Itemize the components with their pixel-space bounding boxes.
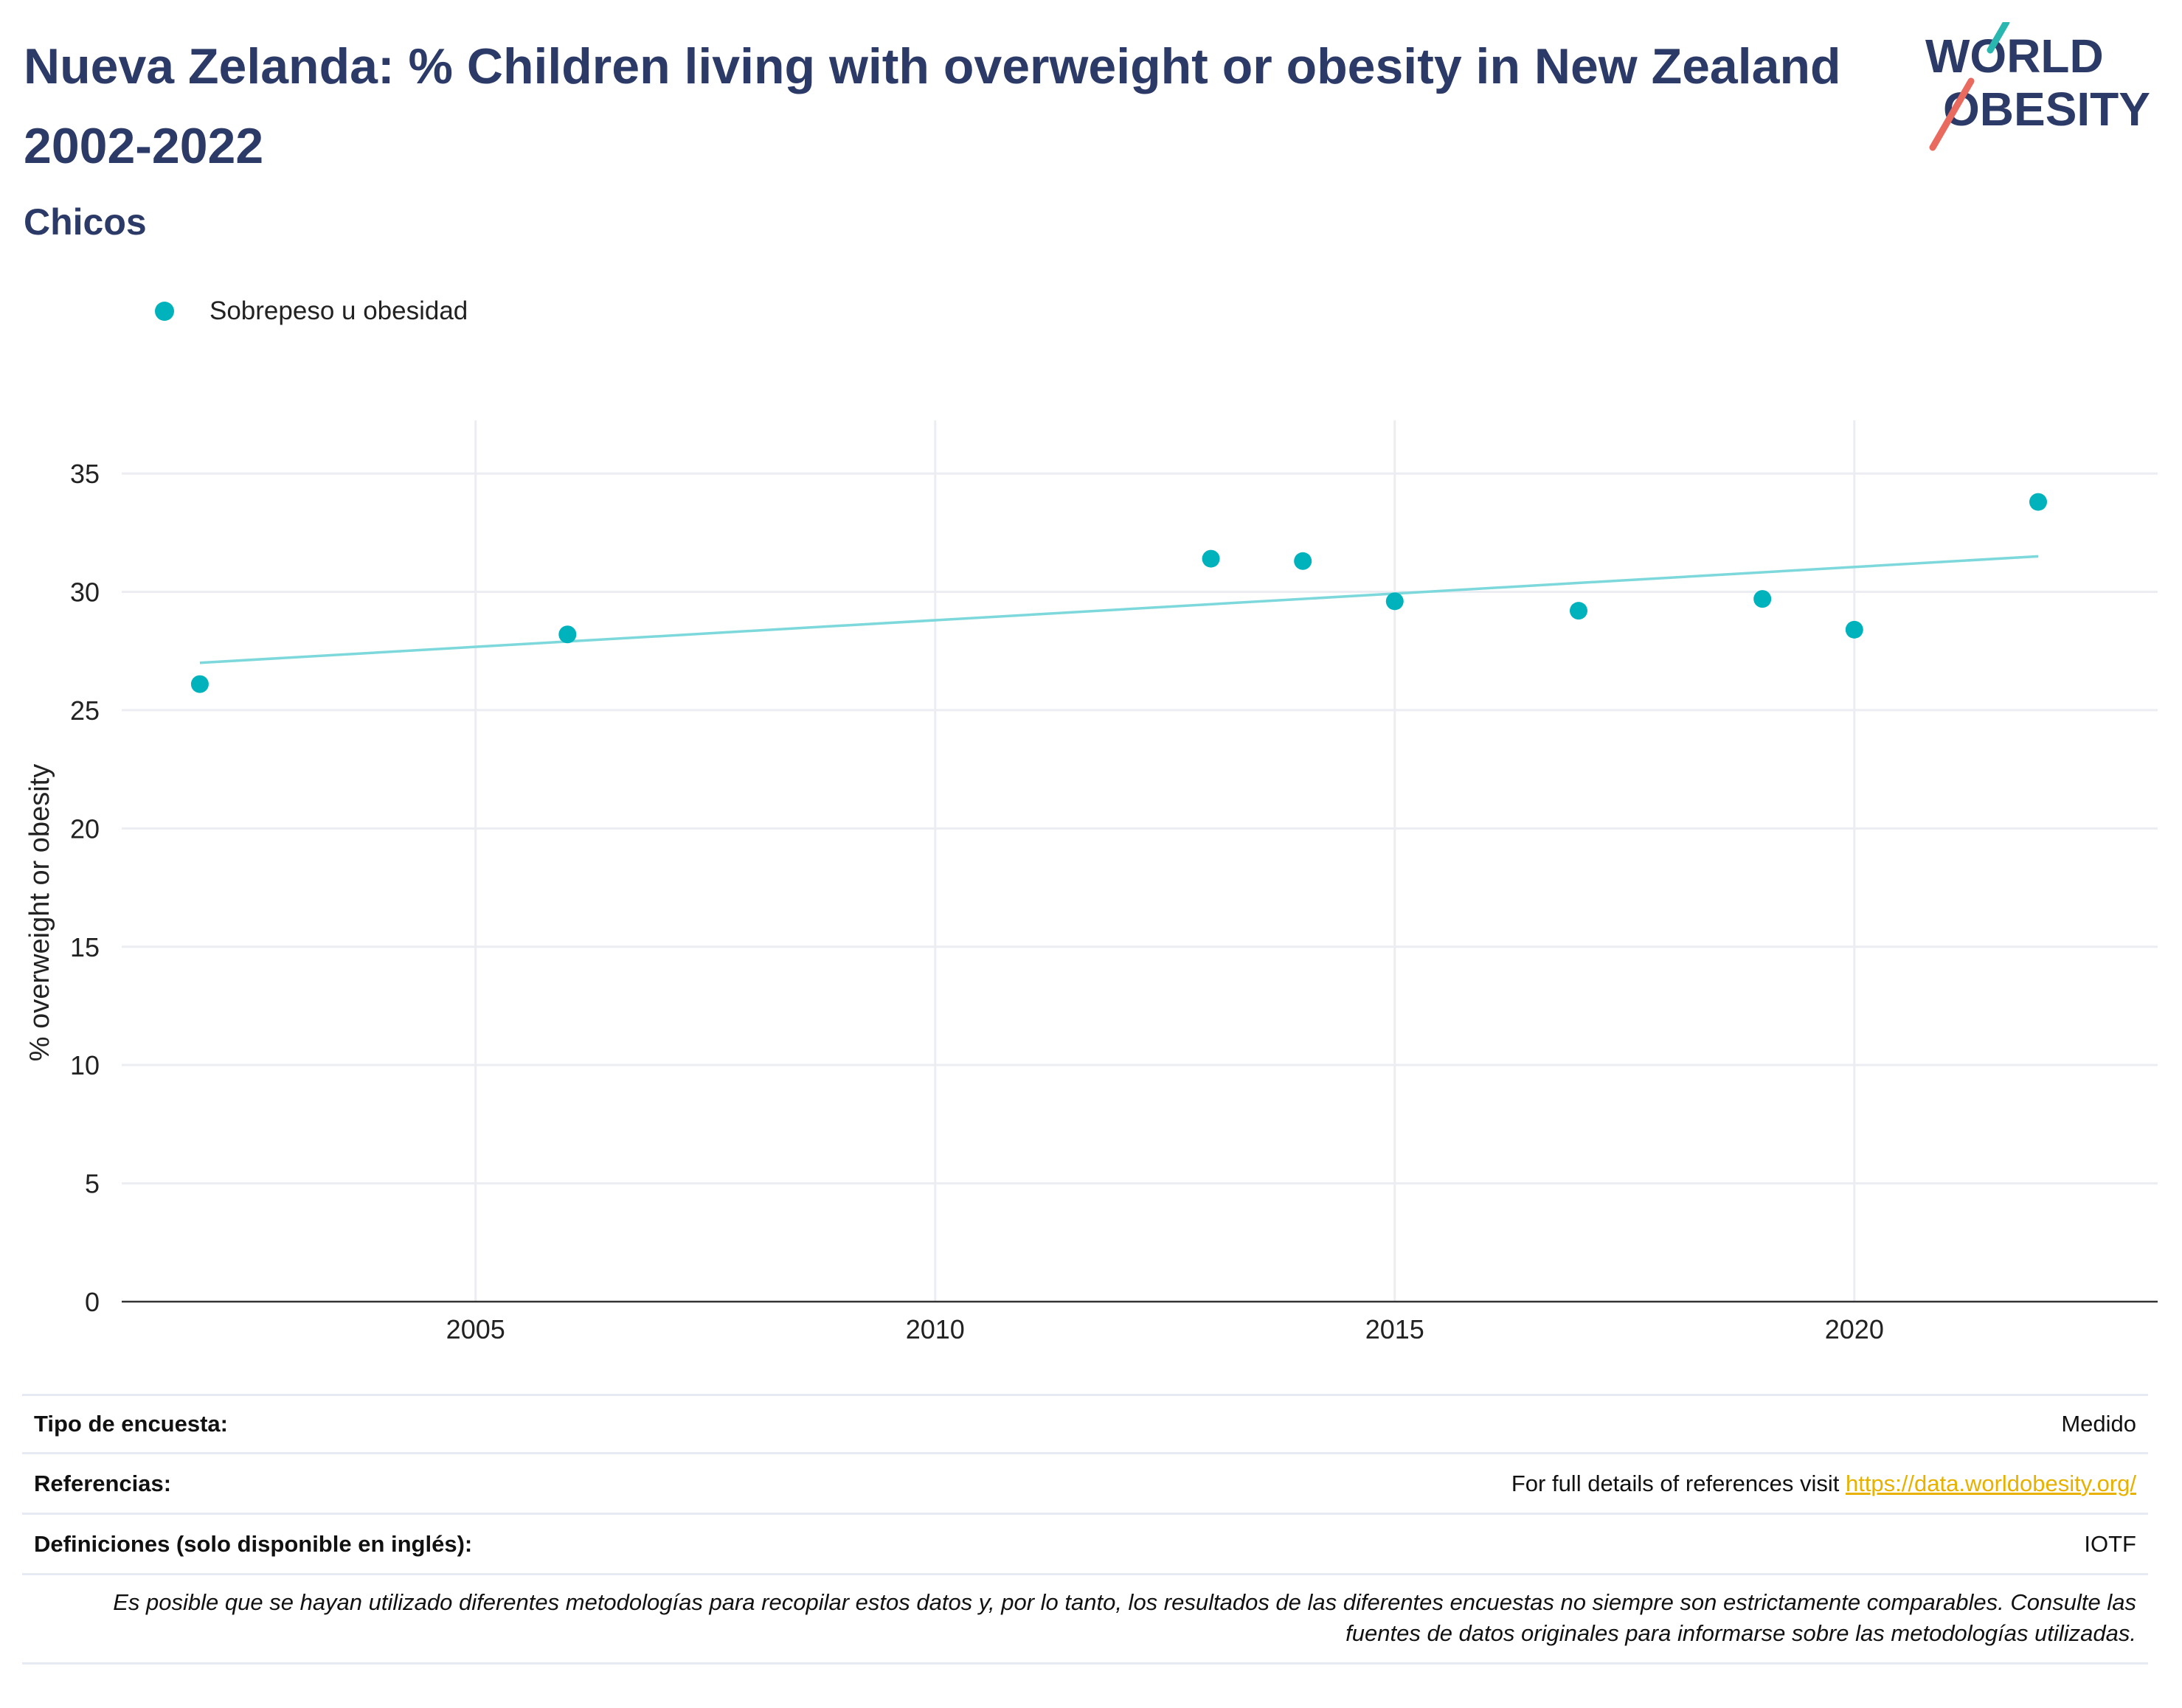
data-point[interactable] (1569, 602, 1587, 620)
y-tick-label: 5 (85, 1169, 100, 1199)
scatter-chart: 0 5 10 15 20 25 30 35 2005 2010 2015 2020 % overwei… (24, 420, 2158, 1344)
data-point[interactable] (1845, 620, 1863, 639)
logo-line1: WORLD (1925, 29, 2104, 83)
world-obesity-logo: WORLD OBESITY (1925, 22, 2150, 151)
data-point[interactable] (1385, 592, 1404, 611)
trendline (199, 555, 2039, 664)
y-tick-label: 10 (70, 1050, 100, 1080)
logo-line2: OBESITY (1943, 83, 2150, 136)
y-tick-label: 20 (70, 813, 100, 844)
info-key: Tipo de encuesta: (34, 1411, 228, 1437)
logo-slash-coral (1929, 77, 1975, 151)
info-row-survey-type: Tipo de encuesta: Medido (22, 1394, 2148, 1454)
y-tick-label: 30 (70, 577, 100, 608)
references-text: For full details of references visit (1511, 1470, 1846, 1496)
methodology-note: Es posible que se hayan utilizado difere… (22, 1575, 2148, 1664)
info-key: Referencias: (34, 1470, 172, 1496)
legend-marker (155, 302, 174, 321)
y-tick-label: 25 (70, 695, 100, 726)
info-table: Tipo de encuesta: Medido Referencias: Fo… (22, 1394, 2148, 1664)
info-row-definitions: Definiciones (solo disponible en inglés)… (22, 1515, 2148, 1575)
chart-subtitle: Chicos (24, 201, 147, 243)
data-point[interactable] (1294, 552, 1312, 570)
x-tick-label: 2020 (1825, 1314, 1884, 1344)
legend[interactable]: Sobrepeso u obesidad (155, 296, 468, 326)
data-point[interactable] (2029, 493, 2048, 511)
y-tick-label: 35 (70, 459, 100, 489)
data-point[interactable] (1202, 549, 1220, 568)
x-tick-label: 2015 (1365, 1314, 1424, 1344)
logo-slash-teal (1987, 22, 2010, 54)
x-tick-label: 2005 (446, 1314, 505, 1344)
axes: 0 5 10 15 20 25 30 35 2005 2010 2015 2020 (70, 459, 2158, 1344)
data-points (190, 493, 2048, 693)
info-value: IOTF (2084, 1530, 2136, 1557)
y-tick-label: 15 (70, 932, 100, 962)
trendline-group (199, 555, 2039, 664)
x-tick-label: 2010 (906, 1314, 965, 1344)
data-point[interactable] (558, 625, 577, 644)
data-point[interactable] (1753, 590, 1772, 608)
data-point[interactable] (190, 675, 209, 693)
chart-title: Nueva Zelanda: % Children living with ov… (24, 38, 1841, 174)
references-link[interactable]: https://data.worldobesity.org/ (1845, 1470, 2136, 1496)
y-axis-label: % overweight or obesity (24, 764, 55, 1061)
info-value: Medido (2061, 1411, 2136, 1437)
legend-label: Sobrepeso u obesidad (209, 296, 468, 325)
info-value: For full details of references visit htt… (1511, 1471, 2136, 1497)
info-row-references: Referencias: For full details of referen… (22, 1454, 2148, 1515)
gridlines (122, 420, 2158, 1302)
info-key: Definiciones (solo disponible en inglés)… (34, 1530, 473, 1557)
y-tick-label: 0 (85, 1287, 100, 1317)
